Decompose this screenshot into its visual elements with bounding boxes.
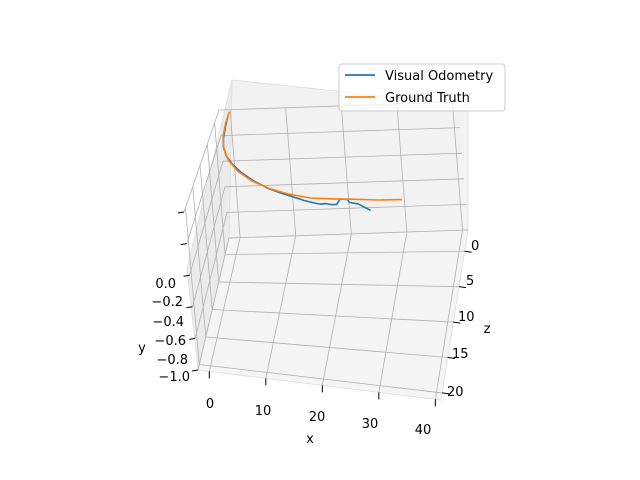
z-tick — [453, 321, 461, 324]
x-tick-label: 20 — [309, 410, 326, 425]
y-tick-labels: 0.0 −0.2 −0.4 −0.6 −0.8 −1.0 — [151, 277, 190, 385]
grid-lines — [183, 101, 469, 400]
z-tick — [464, 250, 472, 253]
back-grid-line — [229, 109, 241, 238]
floor-grid-line — [378, 231, 408, 393]
y-tick-label: −0.8 — [156, 353, 188, 368]
floor-grid-line — [208, 237, 241, 372]
z-tick-label: 10 — [458, 310, 475, 325]
floor-grid-line — [434, 230, 463, 400]
y-tick-label: −0.4 — [152, 315, 184, 330]
y-tick — [183, 274, 190, 277]
floor-grid-line — [199, 364, 443, 394]
wall-grid-line — [197, 229, 469, 371]
legend-label-ground-truth: Ground Truth — [385, 91, 470, 106]
y-tick — [189, 337, 196, 340]
y-tick — [177, 211, 185, 214]
side-grid-line — [192, 186, 207, 338]
z-tick-label: 20 — [447, 385, 464, 400]
floor-grid-line — [212, 309, 454, 323]
wall-grid-line — [186, 127, 461, 244]
y-tick-label: −0.2 — [151, 295, 183, 310]
z-tick-label: 15 — [452, 347, 469, 362]
y-tick — [191, 369, 199, 372]
y-tick — [180, 243, 187, 246]
legend-box — [338, 63, 506, 112]
series-lines — [222, 111, 403, 212]
x-tick-label: 10 — [255, 404, 272, 419]
floor-grid-line — [321, 233, 352, 386]
x-tick-label: 0 — [206, 397, 214, 412]
legend-label-visual-odometry: Visual Odometry — [385, 69, 493, 84]
floor-grid-line — [265, 235, 297, 379]
wall-grid-line — [194, 204, 467, 339]
wall-grid-line — [192, 178, 465, 307]
series-line-ground-truth — [222, 111, 403, 201]
z-tick — [447, 357, 455, 359]
wall-grid-line — [189, 152, 463, 276]
axes-panes — [186, 79, 469, 401]
x-tick-labels: 0 10 20 30 40 — [206, 397, 431, 438]
z-tick-label: 0 — [471, 239, 479, 254]
y-axis-label: y — [138, 341, 146, 356]
back-grid-line — [340, 105, 352, 234]
x-axis-label: x — [306, 432, 314, 447]
back-grid-line — [396, 104, 408, 233]
y-tick — [186, 306, 193, 309]
floor-grid-line — [218, 281, 460, 288]
back-grid-line — [285, 107, 297, 236]
x-tick-label: 40 — [415, 423, 432, 438]
z-axis-label: z — [484, 322, 491, 337]
tick-marks — [177, 211, 472, 407]
side-grid-line — [199, 165, 213, 310]
x-tick-label: 30 — [362, 417, 379, 432]
z-tick — [442, 392, 450, 395]
y-tick-label: 0.0 — [155, 277, 176, 292]
y-tick-label: −1.0 — [158, 370, 190, 385]
z-tick — [458, 286, 467, 289]
side-grid-line — [206, 143, 220, 283]
z-tick-labels: 0 5 10 15 20 — [447, 239, 479, 400]
legend: Visual Odometry Ground Truth — [338, 63, 506, 112]
z-tick-label: 5 — [466, 274, 474, 289]
side-grid-line — [185, 207, 200, 365]
floor-pane — [197, 229, 469, 401]
floor-grid-line — [225, 250, 465, 255]
side-grid-line — [214, 122, 226, 255]
floor-grid-line — [205, 336, 448, 358]
back-grid-line — [452, 102, 463, 231]
y-tick-label: −0.6 — [154, 334, 186, 349]
